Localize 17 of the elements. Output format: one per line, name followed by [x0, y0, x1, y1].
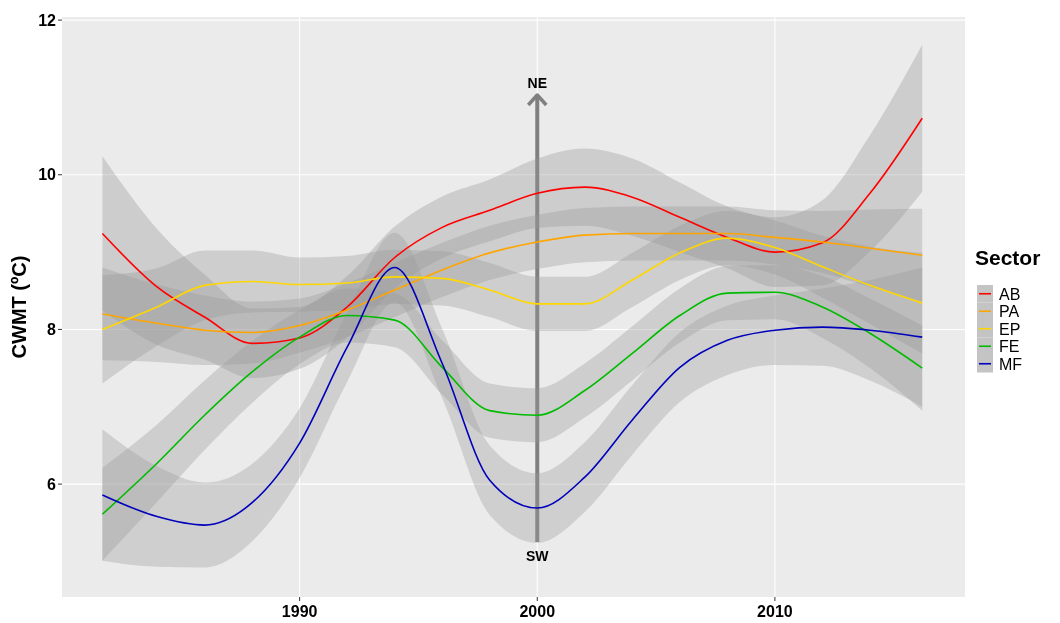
annotation: SW	[525, 548, 550, 564]
legend-label: MF	[999, 355, 1023, 373]
y-tick-label: 8	[47, 320, 57, 338]
y-tick-label: 10	[38, 166, 57, 184]
legend-label: PA	[999, 303, 1020, 320]
legend-label: AB	[999, 285, 1021, 303]
line-series	[101, 117, 924, 345]
x-tick-label: 2010	[757, 603, 793, 620]
annotation: NE	[527, 75, 547, 91]
legend-title: Sector	[975, 246, 1041, 269]
y-tick-label: 6	[47, 475, 57, 493]
y-tick-label: 12	[38, 11, 57, 29]
x-tick-label: 2000	[519, 603, 556, 620]
legend-label: EP	[999, 320, 1021, 338]
legend-label: FE	[999, 338, 1020, 355]
x-tick-label: 1990	[281, 603, 318, 620]
y-axis-title: CWMT (ºC)	[8, 255, 30, 359]
